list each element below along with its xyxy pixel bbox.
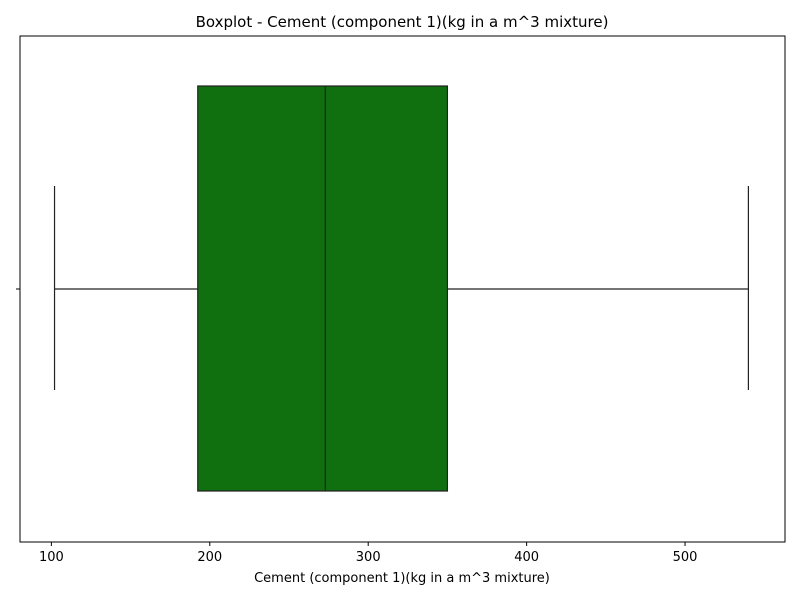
interquartile-box [197,85,449,492]
x-axis-tick-label: 300 [356,550,381,565]
x-axis-tick-label: 200 [197,550,222,565]
x-axis-tick-label: 400 [514,550,539,565]
x-axis-ticks: 100 200 300 400 500 [39,542,697,565]
chart-title: Boxplot - Cement (component 1)(kg in a m… [196,13,609,31]
box-plot-group [53,85,750,492]
x-axis-tick-label: 500 [673,550,698,565]
x-axis-label: Cement (component 1)(kg in a m^3 mixture… [254,571,550,586]
x-axis-tick-label: 100 [39,550,64,565]
